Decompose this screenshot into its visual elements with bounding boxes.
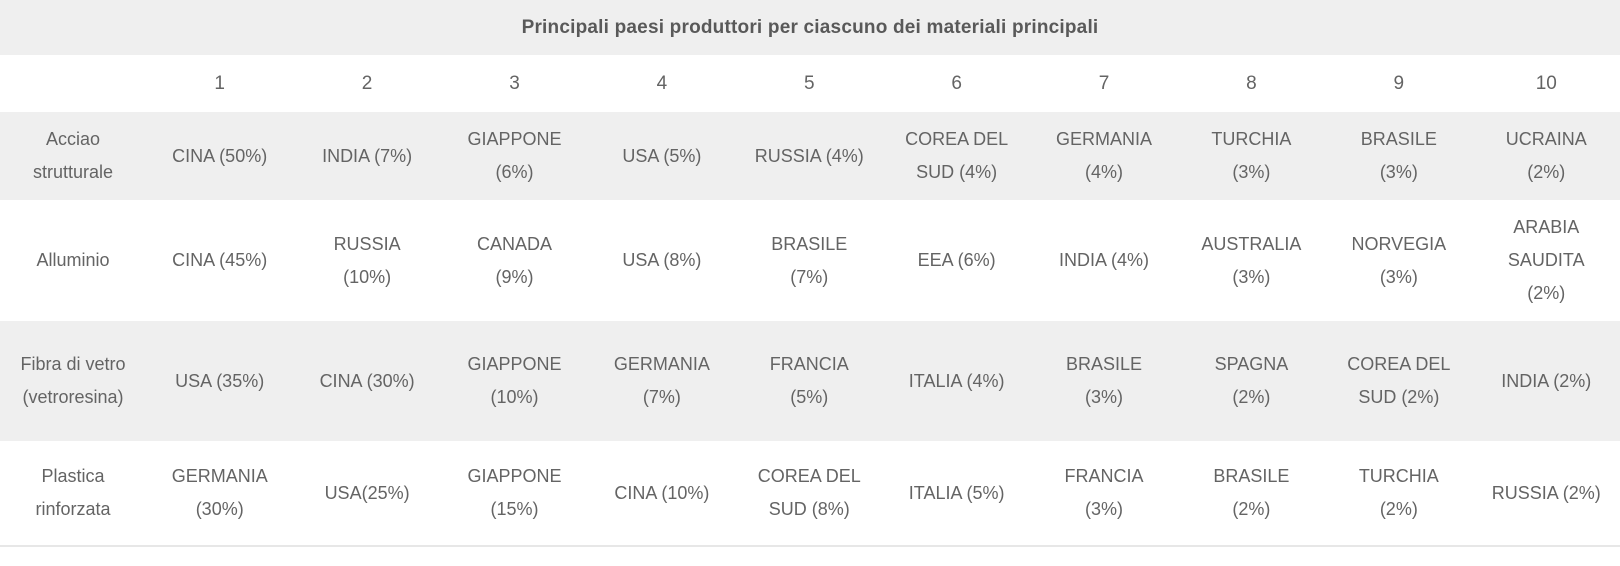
producer-cell: GIAPPONE (15%) [467, 466, 562, 519]
rank-header: 2 [361, 73, 373, 94]
producer-cell: NORVEGIA (3%) [1351, 233, 1447, 287]
producer-cell: COREA DEL SUD (4%) [905, 129, 1009, 182]
rank-header: 8 [1246, 73, 1257, 94]
producer-cell: USA (35%) [175, 370, 265, 391]
rank-header: 6 [951, 73, 962, 94]
producer-cell: INDIA (7%) [322, 145, 413, 166]
material-label: Plastica rinforzata [35, 466, 111, 519]
producer-cell: GERMANIA (7%) [613, 354, 710, 407]
producer-cell: BRASILE (3%) [1360, 129, 1437, 182]
producer-cell: RUSSIA (2%) [1491, 482, 1601, 503]
producer-cell: SPAGNA (2%) [1214, 354, 1289, 407]
producer-cell: RUSSIA (4%) [754, 145, 864, 166]
producer-cell: CANADA (9%) [476, 233, 552, 287]
table-row-acciao-strutturale: Acciao strutturale CINA (50%) INDIA (7%)… [0, 112, 1620, 200]
producer-cell: CINA (30%) [319, 370, 415, 391]
producers-table: 1 2 3 4 5 6 7 8 9 10 Acciao strutturale … [0, 55, 1620, 547]
producer-cell: RUSSIA (10%) [333, 233, 401, 287]
producer-cell: ITALIA (5%) [908, 482, 1005, 503]
producer-cell: TURCHIA (3%) [1211, 129, 1292, 182]
producer-cell: CINA (10%) [614, 482, 710, 503]
rank-header: 1 [214, 73, 225, 94]
page-title: Principali paesi produttori per ciascuno… [0, 0, 1620, 55]
producer-cell: UCRAINA (2%) [1505, 129, 1587, 182]
producer-cell: EEA (6%) [917, 250, 996, 270]
producer-cell: COREA DEL SUD (2%) [1347, 354, 1451, 407]
producer-cell: BRASILE (2%) [1213, 466, 1290, 519]
producer-cell: CINA (50%) [172, 145, 268, 166]
rank-header: 7 [1098, 73, 1110, 94]
corner-cell [0, 55, 146, 112]
rank-header-row: 1 2 3 4 5 6 7 8 9 10 [0, 55, 1620, 112]
producer-cell: USA (8%) [622, 250, 702, 270]
producer-cell: FRANCIA (3%) [1064, 466, 1144, 519]
producer-cell: USA (5%) [622, 145, 702, 166]
producer-cell: BRASILE (3%) [1066, 354, 1143, 407]
rank-header: 4 [656, 73, 668, 94]
producer-cell: ITALIA (4%) [908, 370, 1005, 391]
table-row-alluminio: Alluminio CINA (45%) RUSSIA (10%) CANADA… [0, 200, 1620, 321]
producer-cell: CINA (45%) [172, 250, 268, 270]
producer-cell: ARABIA SAUDITA (2%) [1507, 217, 1585, 303]
rank-header: 3 [509, 73, 520, 94]
producer-cell: INDIA (2%) [1501, 370, 1592, 391]
producer-cell: GERMANIA (4%) [1056, 129, 1153, 182]
producer-cell: GIAPPONE (6%) [467, 129, 562, 182]
table-row-fibra-di-vetro: Fibra di vetro (vetroresina) USA (35%) C… [0, 321, 1620, 441]
producer-cell: BRASILE (7%) [771, 233, 848, 287]
producer-cell: TURCHIA (2%) [1358, 466, 1439, 519]
producer-cell: AUSTRALIA (3%) [1201, 233, 1302, 287]
producer-cell: USA(25%) [324, 482, 410, 503]
producer-cell: COREA DEL SUD (8%) [757, 466, 861, 519]
rank-header: 5 [803, 73, 815, 94]
rank-header: 9 [1393, 73, 1405, 94]
producer-cell: FRANCIA (5%) [769, 354, 849, 407]
material-label: Acciao strutturale [32, 129, 114, 182]
producer-cell: GIAPPONE (10%) [467, 354, 562, 407]
material-label: Alluminio [36, 250, 110, 270]
rank-header: 10 [1535, 73, 1557, 94]
producer-cell: INDIA (4%) [1059, 250, 1150, 270]
producer-cell: GERMANIA (30%) [171, 466, 268, 519]
material-label: Fibra di vetro (vetroresina) [20, 354, 126, 407]
table-row-plastica-rinforzata: Plastica rinforzata GERMANIA (30%) USA(2… [0, 441, 1620, 546]
